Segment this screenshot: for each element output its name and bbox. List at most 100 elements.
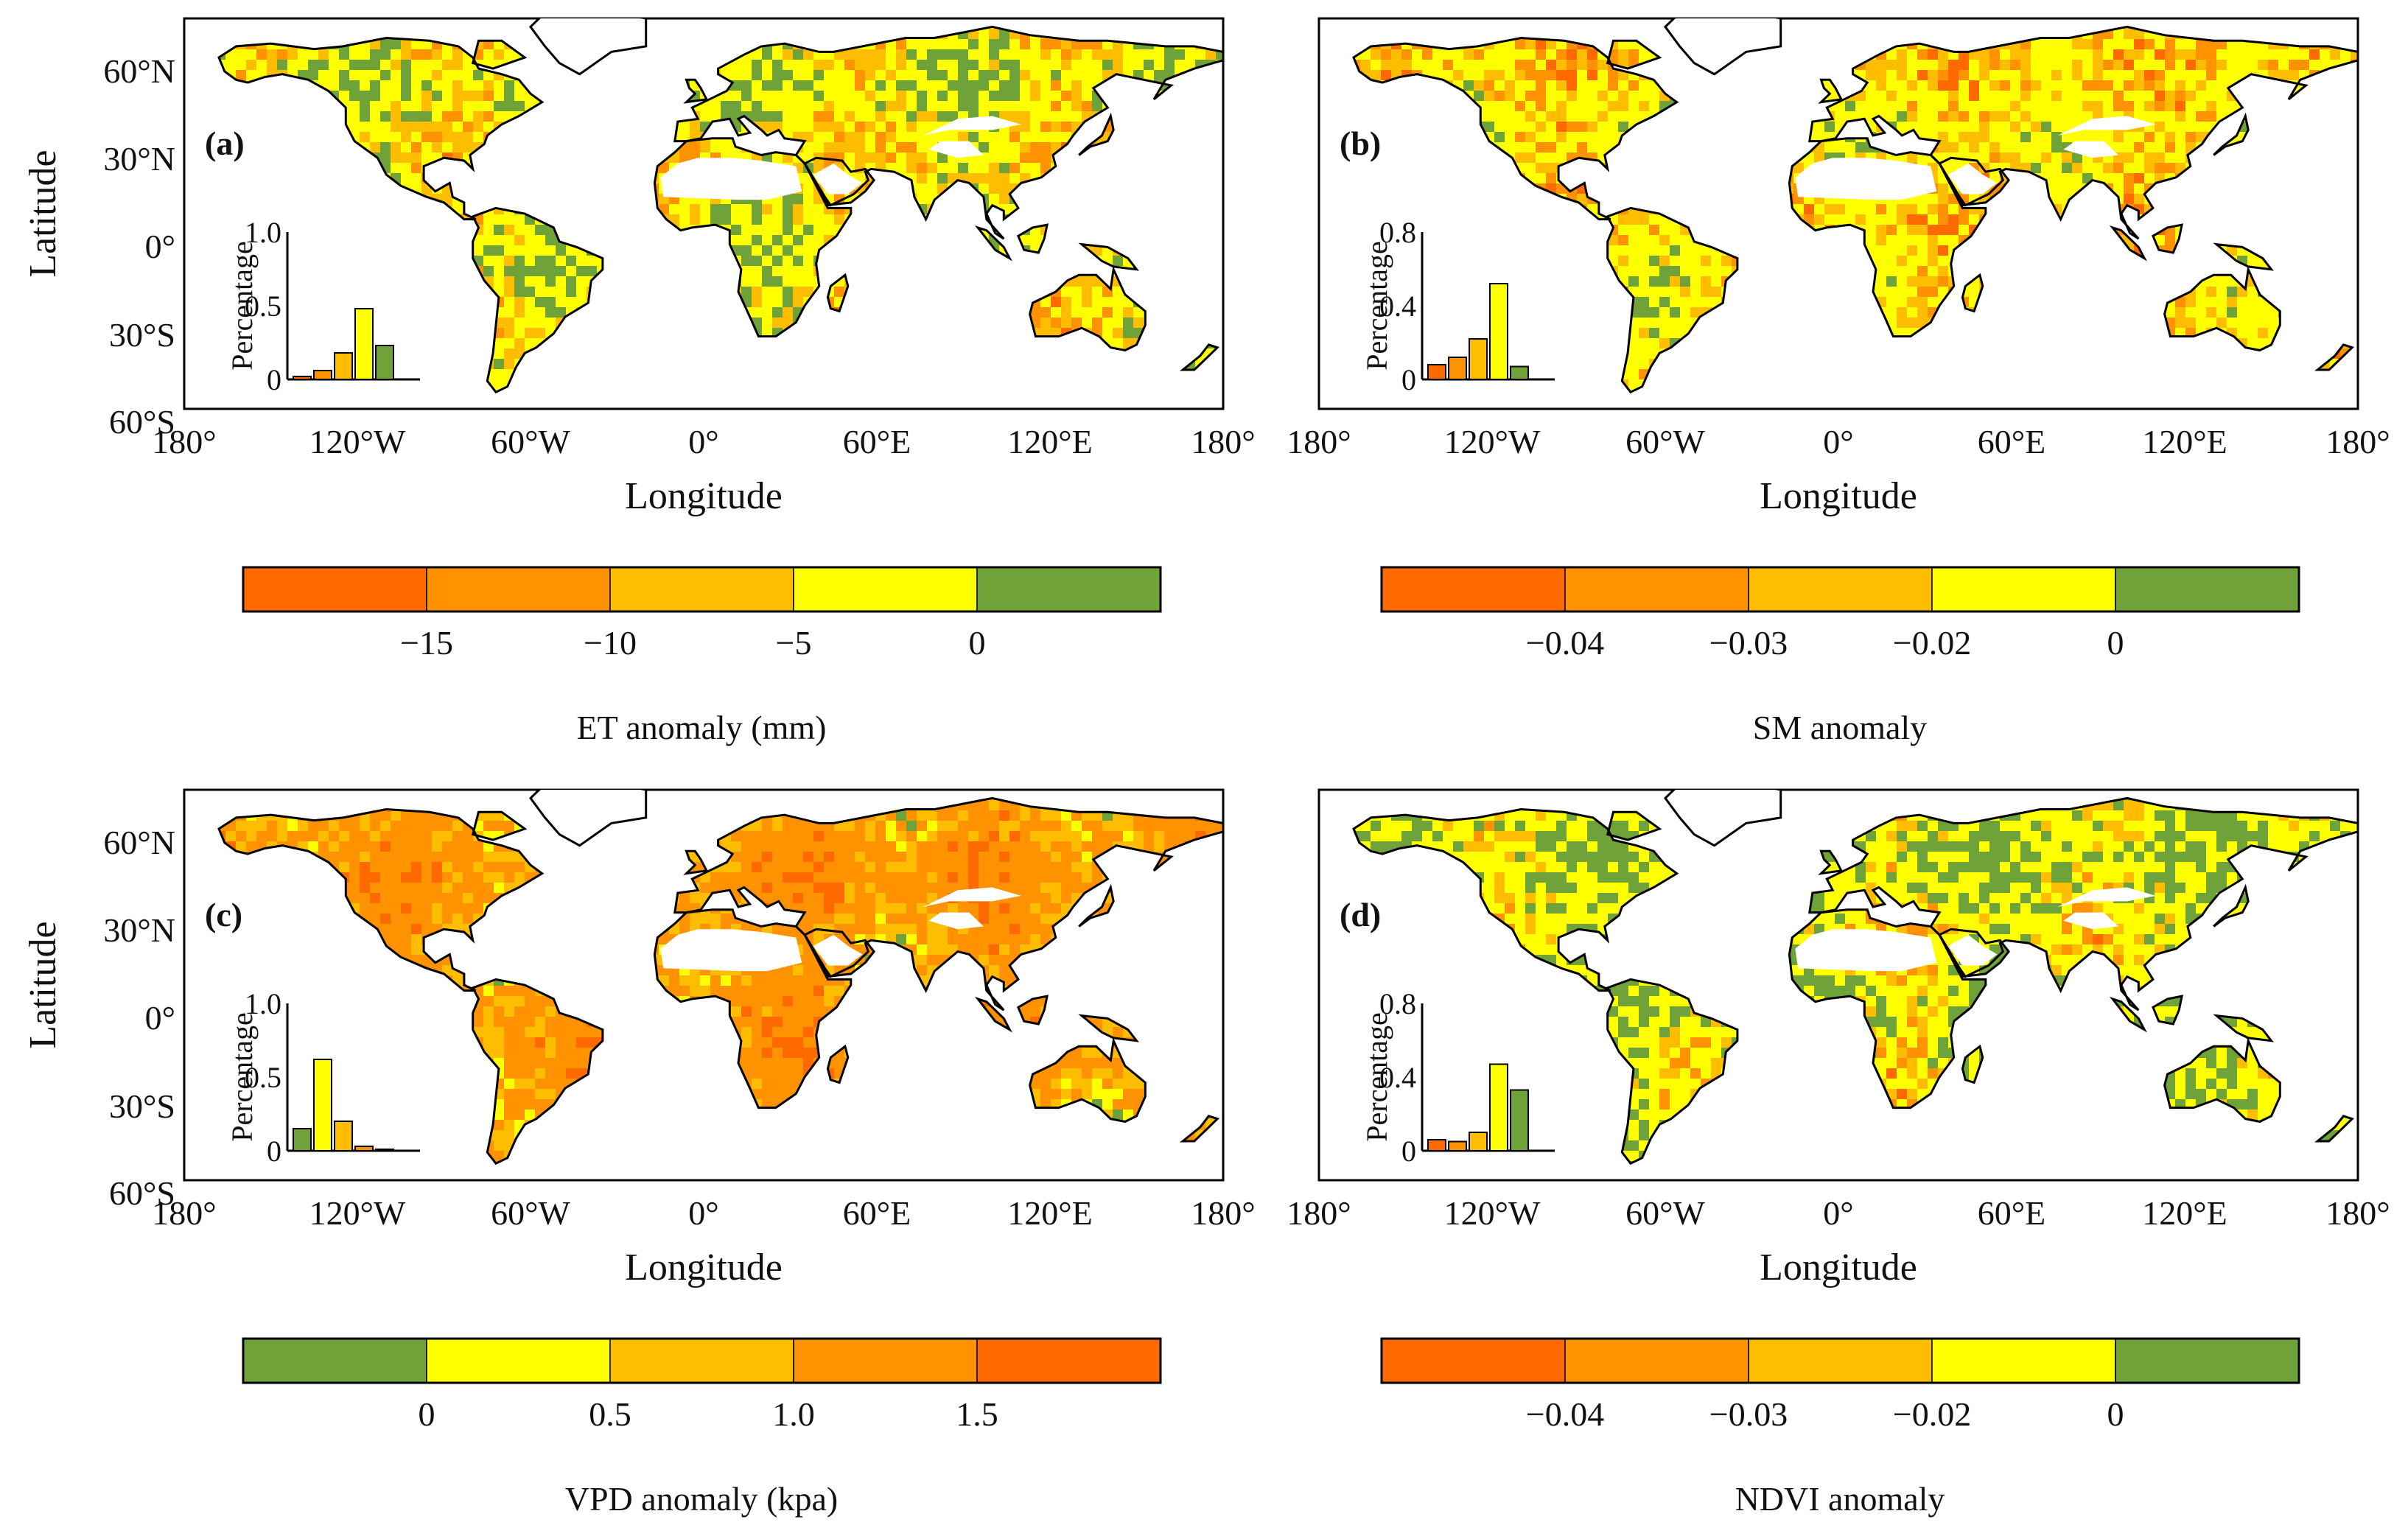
anomaly-cell	[679, 132, 690, 142]
anomaly-cell	[494, 379, 504, 390]
anomaly-cell	[277, 60, 287, 70]
anomaly-cell	[2206, 91, 2216, 101]
anomaly-cell	[937, 111, 948, 122]
anomaly-cell	[772, 276, 783, 287]
anomaly-cell	[2237, 60, 2247, 70]
anomaly-cell	[855, 122, 865, 132]
anomaly-cell	[442, 101, 452, 111]
anomaly-cell	[2124, 80, 2134, 91]
anomaly-cell	[2185, 80, 2196, 91]
anomaly-cell	[927, 80, 937, 91]
anomaly-cell	[1474, 91, 1484, 101]
anomaly-cell	[927, 60, 937, 70]
anomaly-cell	[494, 111, 504, 122]
anomaly-cell	[401, 49, 411, 60]
anomaly-cell	[349, 80, 360, 91]
anomaly-cell	[1030, 39, 1040, 49]
anomaly-cell	[1886, 70, 1897, 80]
colorbar-class-5	[976, 567, 1161, 612]
anomaly-cell	[793, 235, 803, 245]
anomaly-cell	[1969, 60, 1979, 70]
anomaly-cell	[762, 297, 772, 307]
anomaly-cell	[2031, 60, 2041, 70]
anomaly-cell	[865, 80, 875, 91]
anomaly-cell	[1505, 60, 1515, 70]
anomaly-cell	[1556, 101, 1567, 111]
anomaly-cell	[2124, 60, 2134, 70]
anomaly-cell	[1195, 49, 1205, 60]
anomaly-cell	[793, 297, 803, 307]
anomaly-cell	[772, 60, 783, 70]
anomaly-cell	[2031, 70, 2041, 80]
anomaly-cell	[690, 142, 700, 153]
anomaly-cell	[865, 153, 875, 163]
anomaly-cell	[2020, 111, 2031, 122]
anomaly-cell	[1907, 80, 1917, 91]
anomaly-cell	[2093, 80, 2103, 91]
anomaly-cell	[1474, 70, 1484, 80]
anomaly-cell	[2144, 80, 2155, 91]
anomaly-cell	[886, 80, 896, 91]
anomaly-cell	[2072, 39, 2082, 49]
anomaly-cell	[1175, 60, 1185, 70]
anomaly-cell	[2020, 91, 2031, 101]
anomaly-cell	[855, 60, 865, 70]
anomaly-cell	[2175, 80, 2185, 91]
anomaly-cell	[1989, 111, 2000, 122]
anomaly-cell	[360, 132, 370, 142]
anomaly-cell	[999, 101, 1009, 111]
anomaly-cell	[236, 49, 246, 60]
anomaly-cell	[731, 101, 741, 111]
anomaly-cell	[886, 101, 896, 111]
anomaly-cell	[783, 49, 793, 60]
anomaly-cell	[576, 276, 587, 287]
anomaly-cell	[1040, 70, 1051, 80]
anomaly-cell	[906, 122, 917, 132]
anomaly-cell	[1618, 49, 1628, 60]
anomaly-cell	[783, 297, 793, 307]
anomaly-cell	[1597, 111, 1608, 122]
anomaly-cell	[2185, 101, 2196, 111]
anomaly-cell	[1628, 49, 1639, 60]
anomaly-cell	[2196, 70, 2206, 80]
anomaly-cell	[1948, 101, 1959, 111]
anomaly-cell	[762, 287, 772, 297]
anomaly-cell	[948, 80, 958, 91]
anomaly-cell	[2072, 80, 2082, 91]
anomaly-cell	[906, 70, 917, 80]
anomaly-cell	[1494, 80, 1505, 91]
anomaly-cell	[2175, 91, 2185, 101]
anomaly-cell	[421, 153, 432, 163]
anomaly-cell	[783, 60, 793, 70]
anomaly-cell	[2062, 122, 2072, 132]
anomaly-cell	[803, 122, 813, 132]
anomaly-cell	[844, 153, 855, 163]
anomaly-cell	[1536, 80, 1546, 91]
anomaly-cell	[411, 39, 421, 49]
anomaly-cell	[999, 39, 1009, 49]
anomaly-cell	[1618, 122, 1628, 132]
anomaly-cell	[401, 70, 411, 80]
anomaly-cell	[1587, 91, 1597, 101]
anomaly-cell	[2124, 91, 2134, 101]
anomaly-cell	[979, 49, 989, 60]
anomaly-cell	[1505, 101, 1515, 111]
anomaly-cell	[2155, 101, 2165, 111]
anomaly-cell	[999, 173, 1009, 183]
anomaly-cell	[421, 80, 432, 91]
anomaly-cell	[452, 122, 463, 132]
anomaly-cell	[1082, 60, 1092, 70]
anomaly-cell	[855, 142, 865, 153]
anomaly-cell	[803, 214, 813, 225]
anomaly-cell	[2051, 80, 2062, 91]
anomaly-cell	[710, 142, 721, 153]
anomaly-cell	[525, 235, 535, 245]
anomaly-cell	[2216, 60, 2227, 70]
anomaly-cell	[2134, 101, 2144, 111]
anomaly-cell	[1030, 49, 1040, 60]
anomaly-cell	[1432, 60, 1443, 70]
anomaly-cell	[267, 60, 277, 70]
anomaly-cell	[1061, 297, 1071, 307]
anomaly-cell	[246, 60, 256, 70]
anomaly-cell	[731, 235, 741, 245]
